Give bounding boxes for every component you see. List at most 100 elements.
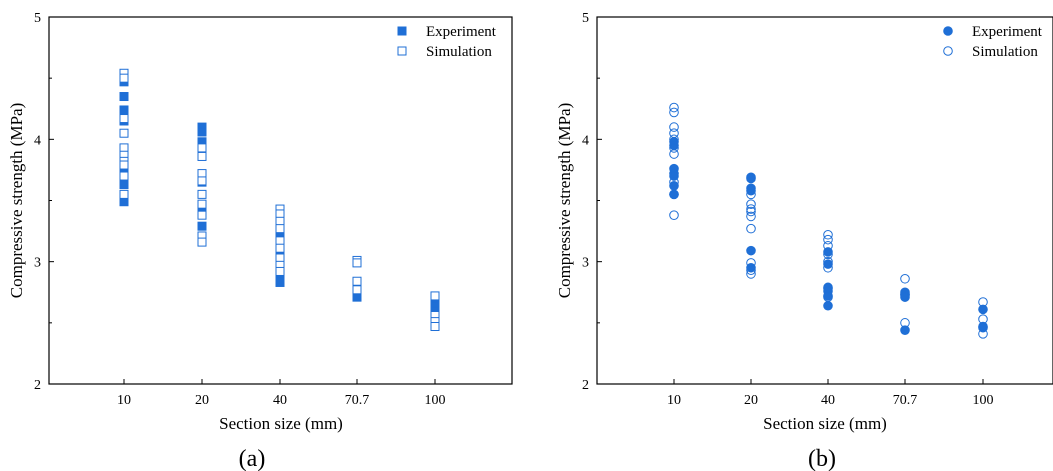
data-point-simulation <box>669 143 679 153</box>
data-point-simulation <box>823 229 833 240</box>
data-point-simulation <box>823 249 833 260</box>
data-point-experiment <box>197 127 207 137</box>
data-point-simulation <box>430 291 440 301</box>
data-point-simulation <box>746 189 756 200</box>
data-point-simulation <box>746 223 756 234</box>
y-tick-label: 5 <box>582 11 589 26</box>
data-point-simulation <box>275 266 285 276</box>
data-point-simulation <box>746 265 756 276</box>
data-point-simulation <box>669 102 679 113</box>
y-axis-title: Compressive strength (MPa) <box>555 103 574 298</box>
data-point-experiment <box>119 105 129 115</box>
data-point-simulation <box>746 258 756 268</box>
data-point-simulation <box>669 210 679 220</box>
data-point-simulation <box>119 160 129 170</box>
x-tick-label: 20 <box>195 393 209 408</box>
data-point-simulation <box>275 209 285 219</box>
y-axis-title: Compressive strength (MPa) <box>7 103 26 298</box>
data-point-experiment <box>746 185 756 196</box>
data-point-simulation <box>197 151 207 161</box>
data-point-simulation <box>430 322 440 332</box>
legend-label-experiment: Experiment <box>426 24 497 40</box>
data-point-simulation <box>197 143 207 153</box>
data-point-simulation <box>669 189 679 200</box>
data-point-experiment <box>823 300 833 311</box>
x-tick-label: 40 <box>821 393 835 408</box>
data-point-simulation <box>746 199 756 209</box>
data-point-simulation <box>746 211 756 222</box>
data-point-simulation <box>119 171 129 181</box>
data-point-simulation <box>197 199 207 209</box>
legend-label-simulation: Simulation <box>426 44 492 60</box>
data-point-experiment <box>197 221 207 231</box>
data-point-experiment <box>275 277 285 287</box>
y-tick-label: 3 <box>34 256 41 271</box>
data-point-simulation <box>900 289 910 300</box>
data-point-simulation <box>119 114 129 124</box>
data-point-simulation <box>823 292 833 302</box>
legend-marker-experiment <box>943 26 953 36</box>
x-tick-label: 70.7 <box>893 393 918 408</box>
y-tick-label: 2 <box>34 378 41 393</box>
series-simulation <box>119 68 440 332</box>
data-point-simulation <box>119 128 129 138</box>
data-point-simulation <box>119 189 129 199</box>
data-point-simulation <box>978 329 988 339</box>
x-tick-label: 10 <box>667 393 681 408</box>
data-point-experiment <box>746 173 756 184</box>
data-point-simulation <box>197 237 207 247</box>
y-tick-label: 3 <box>582 256 589 271</box>
data-point-simulation <box>197 169 207 179</box>
data-point-experiment <box>900 325 910 335</box>
data-point-simulation <box>352 276 362 286</box>
data-point-experiment <box>900 292 910 302</box>
data-point-simulation <box>669 122 679 132</box>
series-experiment <box>119 77 440 316</box>
data-point-simulation <box>669 149 679 159</box>
data-point-simulation <box>746 269 756 279</box>
panel-label: (b) <box>808 446 836 471</box>
data-point-experiment <box>352 292 362 302</box>
data-point-simulation <box>275 224 285 234</box>
data-point-simulation <box>823 262 833 273</box>
data-point-experiment <box>823 259 833 269</box>
y-tick-label: 5 <box>34 11 41 26</box>
data-point-simulation <box>900 273 910 284</box>
x-axis-title: Section size (mm) <box>219 414 343 433</box>
x-tick-label: 20 <box>744 393 758 408</box>
legend-marker-simulation <box>397 46 407 56</box>
data-point-simulation <box>275 243 285 253</box>
data-point-simulation <box>197 176 207 186</box>
series-experiment <box>669 136 988 335</box>
legend-label-experiment: Experiment <box>972 24 1043 40</box>
y-tick-label: 2 <box>582 378 589 393</box>
x-tick-label: 100 <box>973 393 994 408</box>
series-simulation <box>669 102 988 339</box>
y-tick-label: 4 <box>582 133 589 148</box>
data-point-experiment <box>119 92 129 102</box>
legend: Experiment Simulation <box>943 24 1043 60</box>
data-point-simulation <box>669 128 679 139</box>
data-point-simulation <box>900 318 910 328</box>
panel-a: 2 3 4 5 10 20 40 70.7 100 Section size (mm) Compre… <box>7 11 513 471</box>
data-point-simulation <box>746 206 756 217</box>
x-axis-title: Section size (mm) <box>763 414 887 433</box>
data-point-simulation <box>669 177 679 187</box>
x-tick-label: 100 <box>425 393 446 408</box>
data-point-simulation <box>275 216 285 226</box>
data-point-simulation <box>823 234 833 245</box>
plot-frame <box>48 16 513 385</box>
x-tick-label: 70.7 <box>345 393 370 408</box>
data-point-simulation <box>669 107 679 118</box>
panel-label: (a) <box>239 446 266 471</box>
legend-marker-experiment <box>397 26 407 36</box>
data-point-simulation <box>275 253 285 263</box>
legend-marker-simulation <box>943 46 953 56</box>
data-point-experiment <box>119 180 129 190</box>
data-point-simulation <box>197 210 207 220</box>
data-point-simulation <box>119 143 129 153</box>
legend: Experiment Simulation <box>397 24 497 60</box>
data-point-experiment <box>746 245 756 256</box>
data-point-simulation <box>119 73 129 83</box>
data-point-experiment <box>119 197 129 207</box>
